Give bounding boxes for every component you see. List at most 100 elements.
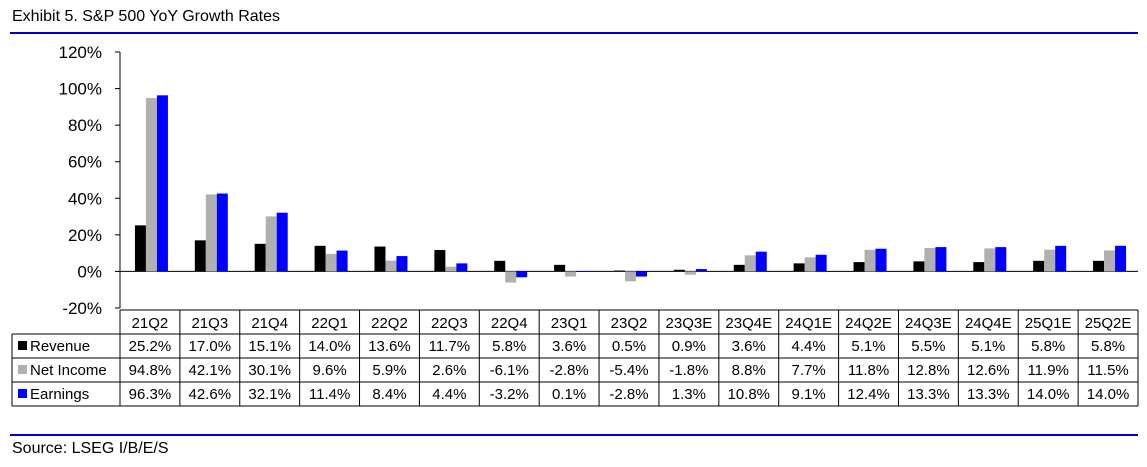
category-label: 22Q3 xyxy=(431,315,468,332)
data-label: 42.1% xyxy=(189,362,232,379)
chart-title: Exhibit 5. S&P 500 YoY Growth Rates xyxy=(12,8,281,25)
bar-earnings xyxy=(576,271,588,272)
data-label: 5.8% xyxy=(1031,338,1065,355)
bar-earnings xyxy=(935,247,947,272)
data-label: -3.2% xyxy=(490,386,529,403)
bar-revenue xyxy=(1033,260,1045,272)
data-label: -2.8% xyxy=(550,362,589,379)
bar-earnings xyxy=(336,250,348,272)
data-label: -6.1% xyxy=(490,362,529,379)
legend-label-earnings: Earnings xyxy=(30,386,89,403)
bar-net-income xyxy=(684,271,696,275)
bar-revenue xyxy=(554,264,566,272)
bar-net-income xyxy=(1104,250,1116,272)
data-label: 7.7% xyxy=(792,362,826,379)
bar-revenue xyxy=(973,262,985,272)
category-label: 24Q2E xyxy=(845,315,892,332)
bar-revenue xyxy=(254,243,266,272)
data-label: 94.8% xyxy=(129,362,172,379)
bar-earnings xyxy=(995,247,1007,272)
data-label: 8.4% xyxy=(372,386,406,403)
data-label: 11.9% xyxy=(1027,362,1068,379)
bar-revenue xyxy=(194,240,206,272)
data-label: 15.1% xyxy=(248,338,291,355)
bar-earnings xyxy=(815,254,827,272)
bar-net-income xyxy=(924,248,936,272)
bar-revenue xyxy=(913,261,925,272)
y-tick-label: 20% xyxy=(68,226,102,245)
data-label: 11.5% xyxy=(1087,362,1128,379)
bar-earnings xyxy=(216,193,228,272)
bar-earnings xyxy=(516,271,528,278)
data-label: 5.9% xyxy=(372,362,406,379)
category-label: 23Q4E xyxy=(725,315,772,332)
bar-earnings xyxy=(1055,245,1067,272)
data-label: 42.6% xyxy=(189,386,232,403)
data-label: 5.8% xyxy=(492,338,526,355)
y-tick-label: 80% xyxy=(68,116,102,135)
bar-earnings xyxy=(695,269,707,272)
data-label: 14.0% xyxy=(308,338,351,355)
y-tick-label: 40% xyxy=(68,189,102,208)
bar-net-income xyxy=(744,255,756,272)
bar-earnings xyxy=(875,248,887,272)
category-label: 25Q2E xyxy=(1085,315,1132,332)
data-label: 12.8% xyxy=(907,362,950,379)
data-label: 5.1% xyxy=(851,338,885,355)
bar-net-income xyxy=(804,257,816,272)
data-label: 14.0% xyxy=(1087,386,1130,403)
category-label: 21Q3 xyxy=(191,315,228,332)
category-label: 21Q2 xyxy=(132,315,169,332)
bar-revenue xyxy=(614,270,625,272)
data-label: 0.5% xyxy=(612,338,646,355)
data-label: 4.4% xyxy=(432,386,466,403)
bar-earnings xyxy=(456,263,468,272)
bar-revenue xyxy=(853,262,865,272)
data-label: 3.6% xyxy=(732,338,766,355)
bar-net-income xyxy=(265,216,277,272)
category-label: 24Q3E xyxy=(905,315,952,332)
legend-swatch-revenue xyxy=(18,341,27,350)
bar-revenue xyxy=(374,246,386,272)
bar-net-income xyxy=(205,194,217,272)
bar-net-income xyxy=(505,271,517,283)
bar-net-income xyxy=(385,260,397,272)
category-label: 25Q1E xyxy=(1025,315,1072,332)
bar-net-income xyxy=(325,253,337,272)
category-label: 22Q2 xyxy=(371,315,408,332)
data-label: 1.3% xyxy=(672,386,706,403)
data-label: 13.3% xyxy=(907,386,950,403)
data-label: 14.0% xyxy=(1027,386,1070,403)
data-label: 5.8% xyxy=(1091,338,1125,355)
category-label: 22Q1 xyxy=(311,315,348,332)
bar-earnings xyxy=(396,256,408,272)
bar-net-income xyxy=(625,271,636,282)
data-label: 25.2% xyxy=(129,338,172,355)
data-label: 0.1% xyxy=(552,386,586,403)
top-rule xyxy=(10,32,1138,34)
legend-swatch-earnings xyxy=(18,389,27,398)
bar-earnings xyxy=(156,95,168,272)
category-label: 24Q1E xyxy=(785,315,832,332)
data-label: 4.4% xyxy=(792,338,826,355)
legend-label-net-income: Net Income xyxy=(30,362,107,379)
bar-earnings xyxy=(1115,245,1127,272)
bar-revenue xyxy=(1093,260,1105,272)
y-tick-label: 100% xyxy=(59,80,102,99)
bar-revenue xyxy=(434,250,446,272)
bar-net-income xyxy=(565,271,577,277)
y-tick-label: 0% xyxy=(77,262,102,281)
data-label: 17.0% xyxy=(189,338,232,355)
data-label: 9.6% xyxy=(312,362,346,379)
data-label: 5.5% xyxy=(911,338,945,355)
data-label: -5.4% xyxy=(609,362,648,379)
bar-net-income xyxy=(445,266,457,272)
bar-revenue xyxy=(793,263,805,272)
category-label: 21Q4 xyxy=(251,315,288,332)
bar-earnings xyxy=(276,212,288,272)
bar-revenue xyxy=(673,269,685,272)
y-tick-label: 60% xyxy=(68,153,102,172)
bar-net-income xyxy=(1044,249,1056,272)
legend-label-revenue: Revenue xyxy=(30,338,90,355)
y-tick-label: -20% xyxy=(62,299,102,318)
